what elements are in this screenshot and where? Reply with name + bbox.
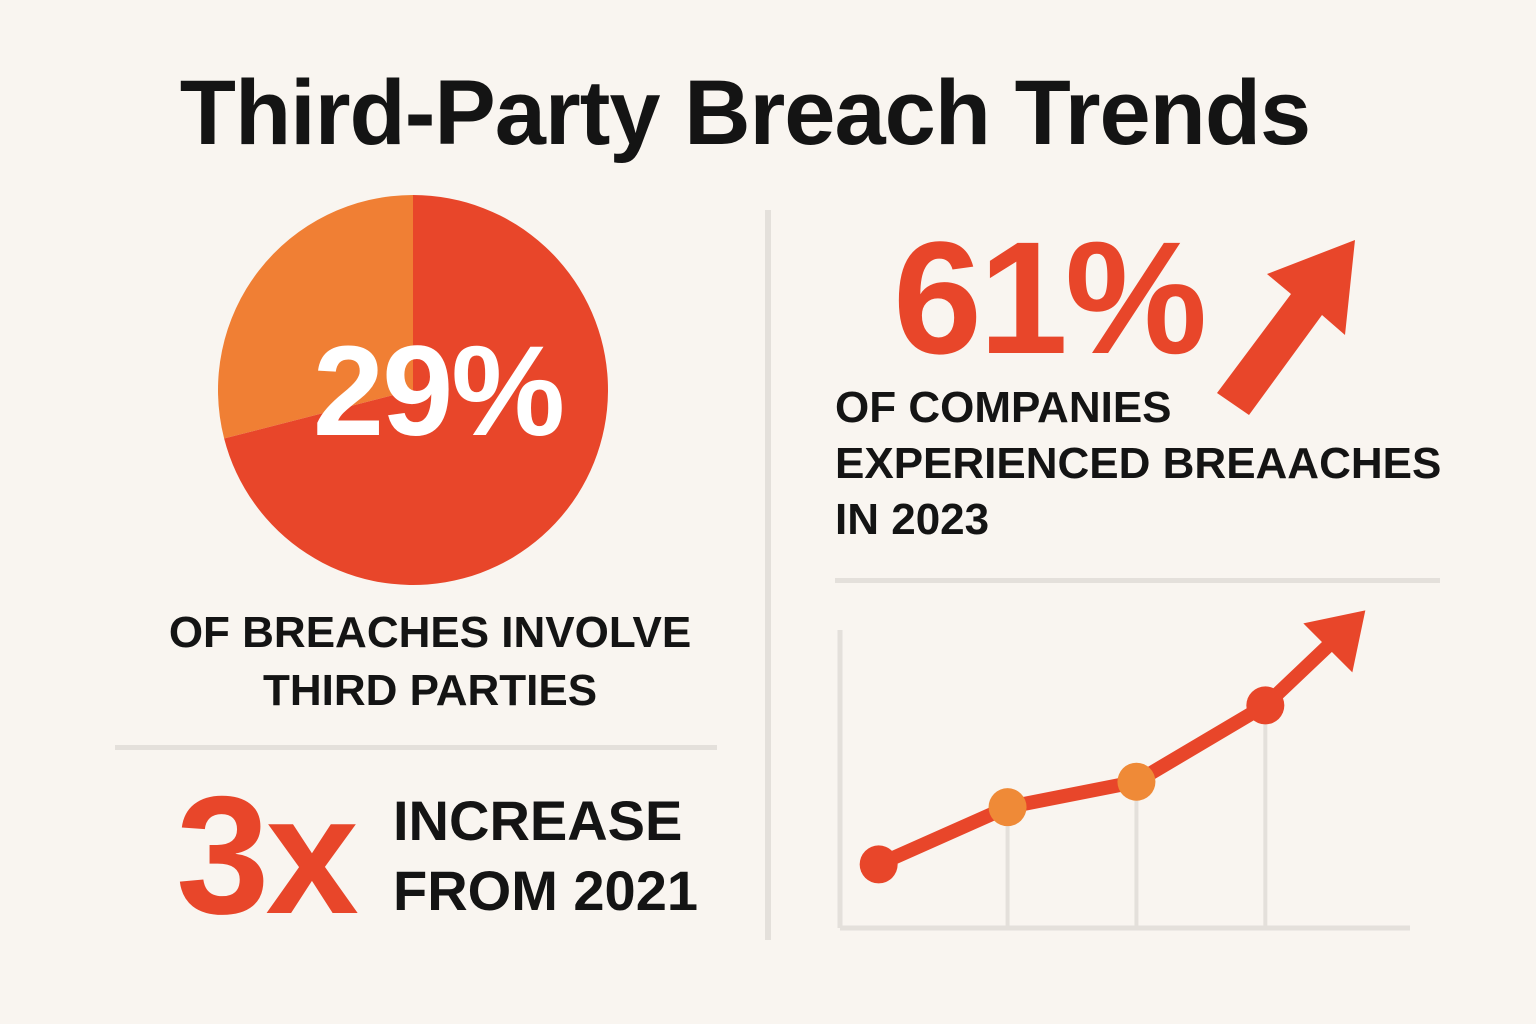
data-point-4 bbox=[1246, 686, 1285, 725]
increase-caption-line-2: FROM 2021 bbox=[393, 859, 698, 922]
right-divider bbox=[835, 578, 1440, 583]
stat-caption-line-2: EXPERIENCED BREAACHES bbox=[835, 439, 1442, 488]
pie-slice-2 bbox=[224, 195, 608, 585]
stat-value: 61% bbox=[893, 208, 1207, 387]
trend-arrow-head bbox=[1303, 610, 1366, 673]
pie-chart-svg bbox=[218, 195, 608, 585]
page-title: Third-Party Breach Trends bbox=[179, 62, 1311, 164]
data-point-1 bbox=[859, 845, 898, 884]
pie-caption: OF BREACHES INVOLVE THIRD PARTIES bbox=[140, 604, 720, 720]
arrow-up-right-shape bbox=[1217, 240, 1355, 415]
line-chart-svg bbox=[837, 610, 1410, 931]
line-chart bbox=[830, 610, 1430, 940]
stat-caption-line-3: IN 2023 bbox=[835, 495, 990, 544]
stat-caption-line-1: OF COMPANIES bbox=[835, 383, 1172, 432]
increase-value: 3x bbox=[176, 761, 359, 949]
left-divider bbox=[115, 745, 717, 750]
data-point-3 bbox=[1117, 762, 1156, 801]
arrow-up-right-icon bbox=[1205, 230, 1375, 430]
series-line bbox=[871, 698, 1273, 872]
vertical-divider bbox=[765, 210, 771, 940]
pie-caption-line-1: OF BREACHES INVOLVE bbox=[168, 608, 692, 657]
stat-caption: OF COMPANIES EXPERIENCED BREAACHES IN 20… bbox=[835, 380, 1441, 548]
data-point-2 bbox=[988, 788, 1027, 827]
increase-caption: INCREASE FROM 2021 bbox=[393, 786, 698, 926]
increase-caption-line-1: INCREASE bbox=[393, 789, 683, 852]
pie-chart bbox=[213, 190, 613, 590]
pie-caption-line-2: THIRD PARTIES bbox=[262, 666, 598, 715]
pie-slice-1 bbox=[218, 195, 413, 439]
pie-value-label: 29% bbox=[312, 320, 565, 463]
